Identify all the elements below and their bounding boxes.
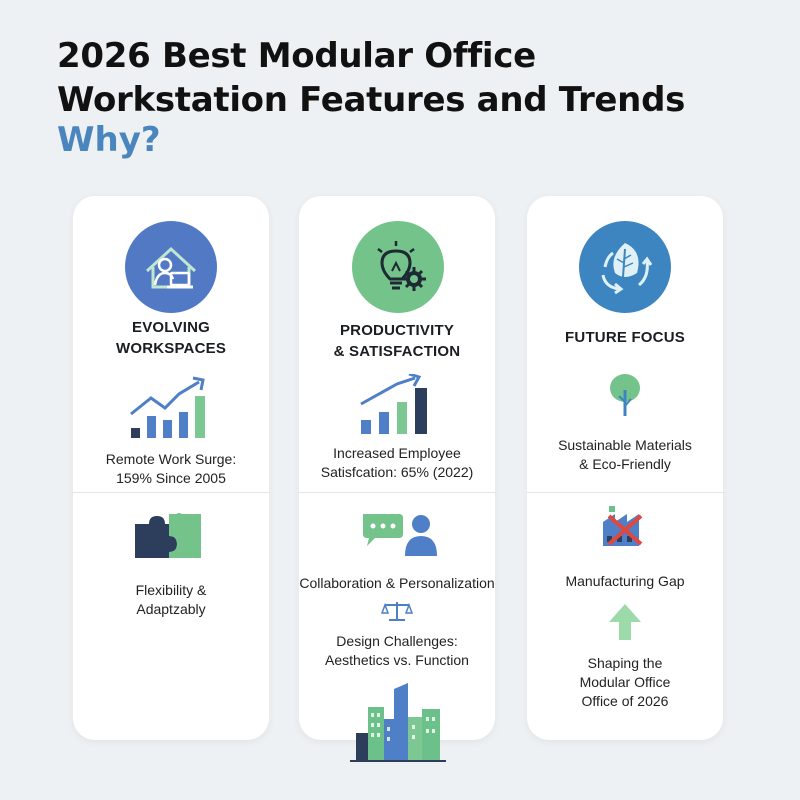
tree-icon bbox=[607, 372, 643, 423]
chat-person-icon bbox=[359, 510, 439, 565]
card-divider bbox=[73, 492, 269, 493]
stat-text-line-1: Remote Work Surge: bbox=[105, 451, 237, 467]
stat-text-line-1: Sustainable Materials bbox=[558, 437, 692, 453]
item-text-line-2: Aesthetics vs. Function bbox=[325, 652, 469, 668]
card-divider bbox=[299, 492, 495, 493]
city-buildings-icon bbox=[350, 683, 446, 768]
page-subtitle: Why? bbox=[57, 120, 161, 160]
stat-text-line-2: & Eco-Friendly bbox=[579, 456, 671, 472]
recycle-leaf-icon bbox=[579, 221, 671, 313]
remote-worker-icon bbox=[125, 221, 217, 313]
stat-text-line-2: Satisfcation: 65% (2022) bbox=[320, 464, 474, 480]
title-line-1: 2026 Best Modular Office bbox=[57, 36, 536, 76]
puzzle-icon bbox=[133, 512, 203, 569]
item-text-line-1: Flexibility & bbox=[135, 582, 207, 598]
title-line-2: Workstation Features and Trends bbox=[57, 80, 686, 120]
bar-chart-icon bbox=[357, 372, 433, 441]
growth-chart-icon bbox=[129, 376, 215, 445]
card-future-focus: FUTURE FOCUS Sustainable Materials & Eco… bbox=[527, 196, 723, 740]
item-text-line-1: Shaping the bbox=[587, 655, 663, 671]
stat-text-line-2: 159% Since 2005 bbox=[116, 470, 226, 486]
stat-text-line-1: Increased Employee bbox=[333, 445, 461, 461]
item-text: Collaboration & Personalization bbox=[299, 575, 495, 591]
item-text: Manufacturing Gap bbox=[565, 573, 685, 589]
up-arrow-icon bbox=[607, 602, 643, 647]
item-text-line-2: Modular Office bbox=[579, 674, 671, 690]
card-productivity-satisfaction: PRODUCTIVITY & SATISFACTION Increased Em… bbox=[299, 196, 495, 740]
card-divider bbox=[527, 492, 723, 493]
lightbulb-gear-icon bbox=[352, 221, 444, 313]
page-title: 2026 Best Modular Office Workstation Fea… bbox=[57, 34, 685, 122]
card-heading-line-1: EVOLVING bbox=[132, 319, 210, 336]
item-text-line-1: Design Challenges: bbox=[336, 633, 458, 649]
card-heading-line-1: PRODUCTIVITY bbox=[339, 322, 455, 339]
card-heading-line-2: & SATISFACTION bbox=[333, 343, 461, 360]
balance-scale-icon bbox=[380, 600, 414, 627]
item-text-line-3: Office of 2026 bbox=[581, 693, 669, 709]
factory-crossed-icon bbox=[601, 502, 649, 555]
card-heading-line-2: WORKSPACES bbox=[115, 340, 227, 357]
card-heading: FUTURE FOCUS bbox=[565, 329, 685, 346]
card-evolving-workspaces: EVOLVING WORKSPACES Remote Work Surge: 1… bbox=[73, 196, 269, 740]
item-text-line-2: Adaptzably bbox=[136, 601, 206, 617]
